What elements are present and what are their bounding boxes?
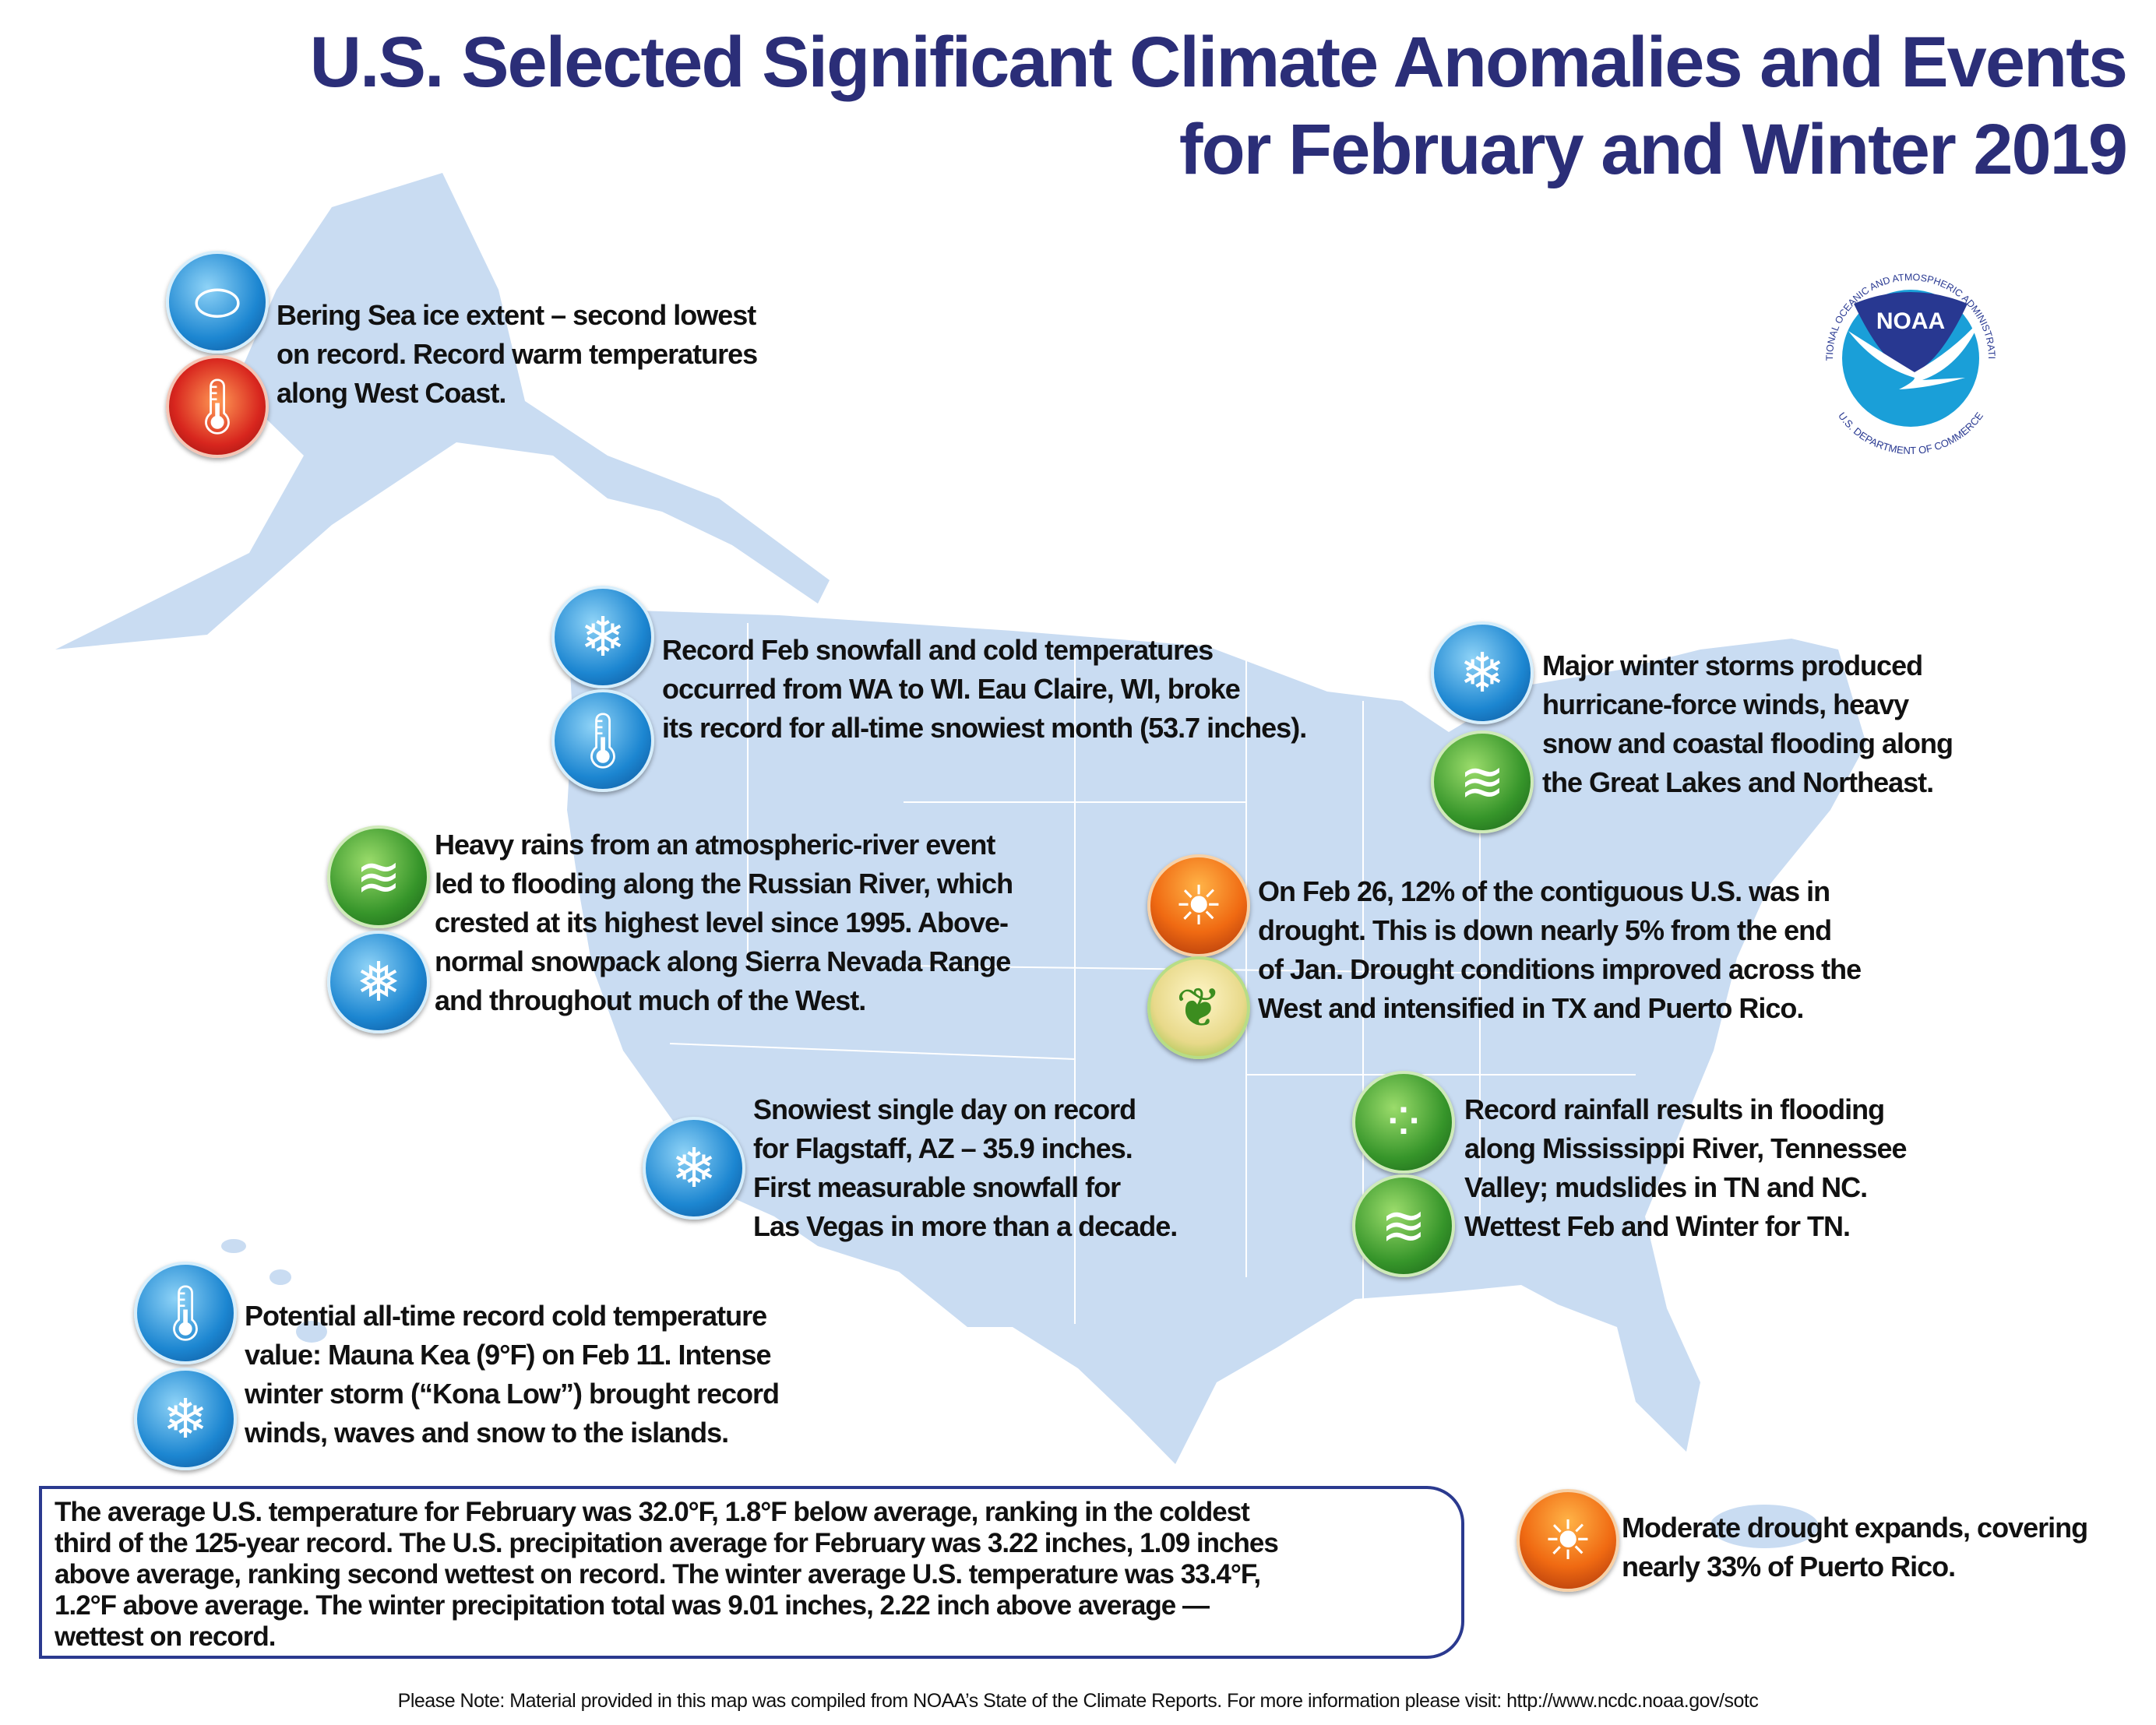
drought-icon: ☀ xyxy=(1517,1489,1619,1592)
flooding-icon: ≋ xyxy=(1352,1174,1455,1277)
event-text-line: winter storm (“Kona Low”) brought record xyxy=(245,1378,780,1410)
summary-text-line: above average, ranking second wettest on… xyxy=(55,1559,1261,1589)
event-text-line: nearly 33% of Puerto Rico. xyxy=(1622,1551,1956,1582)
record-cold-icon: 🌡︎ xyxy=(134,1262,237,1364)
event-text-line: drought. This is down nearly 5% from the… xyxy=(1258,914,1832,946)
event-text-line: of Jan. Drought conditions improved acro… xyxy=(1258,953,1862,985)
alaska-landmass xyxy=(55,173,830,650)
event-text-line: hurricane-force winds, heavy xyxy=(1542,688,1909,720)
puerto-rico-landmass xyxy=(1710,1505,1819,1548)
summary-text-line: third of the 125-year record. The U.S. p… xyxy=(55,1528,1279,1558)
event-text-line: on record. Record warm temperatures xyxy=(277,338,758,370)
event-text-line: On Feb 26, 12% of the contiguous U.S. wa… xyxy=(1258,875,1830,907)
event-text-line: Potential all-time record cold temperatu… xyxy=(245,1300,767,1332)
hawaii-island xyxy=(270,1269,291,1285)
sea-ice-icon: ⬭ xyxy=(166,251,269,354)
svg-text:NOAA: NOAA xyxy=(1876,308,1945,334)
event-text-line: Moderate drought expands, covering xyxy=(1622,1512,2088,1544)
summary-text-line: The average U.S. temperature for Februar… xyxy=(55,1497,1250,1527)
snowpack-icon: ❅ xyxy=(327,931,430,1033)
hawaii-island xyxy=(221,1239,246,1253)
drought-icon: ☀ xyxy=(1147,854,1250,957)
event-text-line: Record Feb snowfall and cold temperature… xyxy=(662,634,1214,666)
flooding-icon: ≋ xyxy=(327,826,430,928)
event-text-line: and throughout much of the West. xyxy=(435,984,866,1016)
event-text-line: Bering Sea ice extent – second lowest xyxy=(277,299,756,331)
event-text-line: Wettest Feb and Winter for TN. xyxy=(1464,1210,1851,1242)
event-text-line: value: Mauna Kea (9°F) on Feb 11. Intens… xyxy=(245,1339,772,1371)
event-text-line: Major winter storms produced xyxy=(1542,650,1923,681)
summary-text-line: 1.2°F above average. The winter precipit… xyxy=(55,1590,1210,1621)
noaa-logo: NOAA NATIONAL OCEANIC AND ATMOSPHERIC AD… xyxy=(1805,249,1997,456)
page-title-line-1: U.S. Selected Significant Climate Anomal… xyxy=(309,23,2128,102)
page-title-line-2: for February and Winter 2019 xyxy=(1178,110,2128,189)
event-text-line: for Flagstaff, AZ – 35.9 inches. xyxy=(753,1132,1133,1164)
event-text-line: crested at its highest level since 1995.… xyxy=(435,907,1009,938)
event-text-line: along Mississippi River, Tennessee xyxy=(1464,1132,1908,1164)
event-text-line: Heavy rains from an atmospheric-river ev… xyxy=(435,829,995,861)
heavy-rain-icon: ⁘ xyxy=(1352,1071,1455,1174)
event-text-line: along West Coast. xyxy=(277,377,506,409)
snowflake-icon: ❄ xyxy=(134,1368,237,1470)
event-text-line: led to flooding along the Russian River,… xyxy=(435,868,1013,899)
drought-improvement-icon: ❦ xyxy=(1147,956,1250,1059)
footnote: Please Note: Material provided in this m… xyxy=(397,1690,1759,1712)
event-text-line: occurred from WA to WI. Eau Claire, WI, … xyxy=(662,673,1241,705)
flooding-icon: ≋ xyxy=(1431,730,1534,833)
event-text-line: Snowiest single day on record xyxy=(753,1093,1136,1125)
event-text-line: West and intensified in TX and Puerto Ri… xyxy=(1258,992,1804,1024)
summary-box: The average U.S. temperature for Februar… xyxy=(39,1486,1464,1659)
event-text-line: Valley; mudslides in TN and NC. xyxy=(1464,1171,1868,1203)
event-text-line: snow and coastal flooding along xyxy=(1542,727,1953,759)
event-text-line: Record rainfall results in flooding xyxy=(1464,1093,1885,1125)
snowflake-icon: ❄ xyxy=(1431,621,1534,724)
event-text-line: normal snowpack along Sierra Nevada Rang… xyxy=(435,945,1011,977)
event-text-line: the Great Lakes and Northeast. xyxy=(1542,766,1934,798)
event-text-line: Las Vegas in more than a decade. xyxy=(753,1210,1178,1242)
record-cold-icon: 🌡︎ xyxy=(551,689,654,792)
summary-text-line: wettest on record. xyxy=(55,1621,276,1652)
event-text-line: winds, waves and snow to the islands. xyxy=(245,1417,729,1449)
snowflake-icon: ❄ xyxy=(643,1117,745,1220)
event-text-line: its record for all-time snowiest month (… xyxy=(662,712,1307,744)
record-warm-icon: 🌡︎ xyxy=(166,355,269,458)
hawaii-island xyxy=(296,1321,327,1343)
event-text-line: First measurable snowfall for xyxy=(753,1171,1121,1203)
snowflake-icon: ❄ xyxy=(551,586,654,688)
